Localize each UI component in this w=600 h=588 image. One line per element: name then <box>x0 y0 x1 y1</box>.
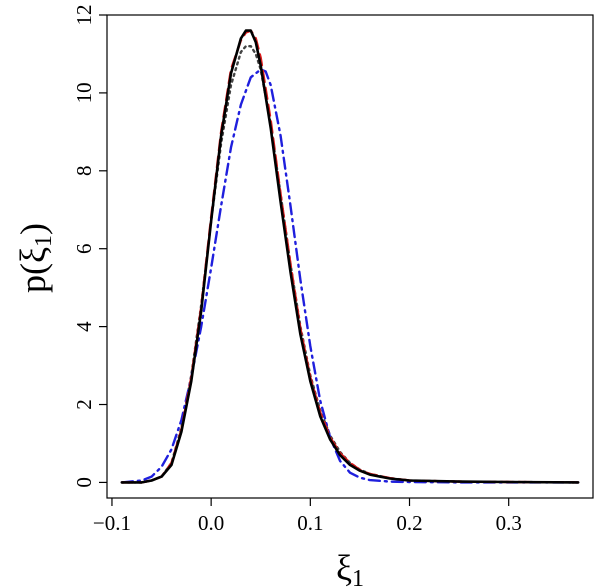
series-line-dashed <box>120 29 580 484</box>
series-layer <box>120 29 580 484</box>
y-tick-label: 8 <box>72 166 96 177</box>
series-line-dashdot <box>120 68 580 484</box>
y-axis-title-suffix: ) <box>13 223 53 235</box>
y-axis-title-subscript: 1 <box>31 235 57 247</box>
x-tick-label: 0.3 <box>496 511 522 535</box>
x-axis-title: ξ1 <box>336 548 364 588</box>
x-tick-label: 0.2 <box>396 511 422 535</box>
y-axis-title: p(ξ1) <box>13 223 57 293</box>
y-tick-label: 12 <box>72 5 96 26</box>
y-tick-label: 10 <box>72 82 96 103</box>
series-line-dotted <box>120 45 580 484</box>
x-axis-title-subscript: 1 <box>352 566 364 588</box>
series-line-solid <box>120 29 580 484</box>
x-tick-label: 0.1 <box>297 511 323 535</box>
plot-frame <box>106 14 594 499</box>
y-tick-label: 0 <box>72 477 96 488</box>
y-tick-label: 6 <box>72 243 96 254</box>
y-axis-title-prefix: p(ξ <box>13 247 53 293</box>
y-tick-label: 2 <box>72 399 96 410</box>
x-tick-label: −0.1 <box>93 511 131 535</box>
x-axis-title-symbol: ξ <box>336 548 352 588</box>
x-axis: −0.1 0.0 0.1 0.2 0.3 <box>93 498 522 535</box>
x-tick-label: 0.0 <box>198 511 224 535</box>
y-axis: 0 2 4 6 8 10 12 <box>72 5 107 488</box>
y-tick-label: 4 <box>72 321 96 332</box>
